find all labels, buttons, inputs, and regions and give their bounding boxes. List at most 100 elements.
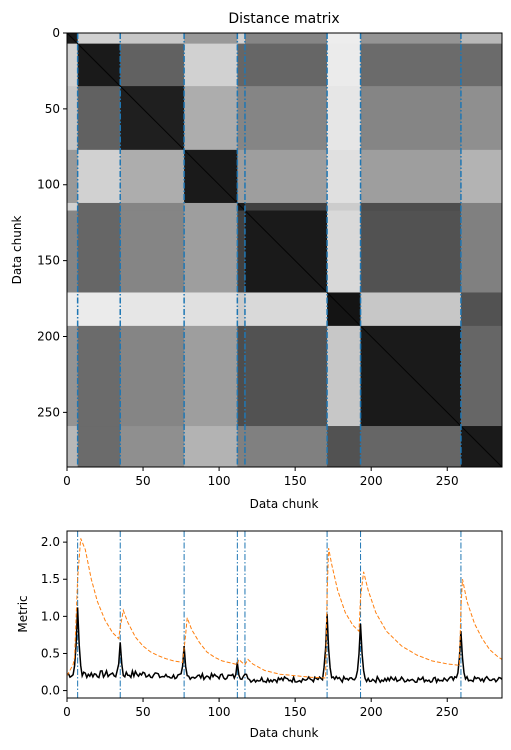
y-tick-label: 50 [45, 102, 60, 116]
heatmap-cell [184, 325, 238, 427]
heatmap-cell [360, 292, 462, 327]
heatmap-x-axis: 0 50 100 150 200 250 [63, 467, 459, 488]
heatmap-cell [67, 43, 79, 87]
y-tick-label: 200 [37, 329, 60, 343]
heatmap-cell [237, 149, 246, 204]
heatmap-cell [237, 43, 246, 87]
heatmap-cell [67, 426, 79, 467]
heatmap-y-label: Data chunk [10, 216, 24, 285]
heatmap-cell [237, 33, 246, 45]
metric-x-axis: 0 50 100 150 200 250 [63, 698, 459, 719]
heatmap-cell [327, 43, 362, 87]
heatmap-cell [120, 43, 185, 87]
heatmap-cell [237, 292, 246, 327]
heatmap-cell [244, 86, 328, 151]
x-tick-label: 0 [63, 705, 71, 719]
heatmap-cell [460, 210, 502, 293]
heatmap-cell [67, 292, 79, 327]
y-tick-label: 0.0 [41, 684, 60, 698]
heatmap-frame [66, 32, 503, 468]
heatmap-cell [184, 33, 238, 45]
y-tick-label: 0 [52, 26, 60, 40]
heatmap-cell [184, 43, 238, 87]
y-tick-label: 150 [37, 254, 60, 268]
heatmap-cell [77, 86, 121, 151]
metric-line [67, 607, 502, 685]
heatmap-cell [77, 210, 121, 293]
heatmap-cell [327, 426, 362, 467]
heatmap-cell [327, 202, 362, 212]
heatmap-cell [244, 43, 328, 87]
heatmap-cell [67, 86, 79, 151]
heatmap-cell [237, 86, 246, 151]
metric-frame [66, 530, 503, 699]
heatmap-cell [77, 33, 121, 45]
metric-series [67, 538, 502, 685]
heatmap-cell [77, 149, 121, 204]
heatmap-cell [67, 202, 79, 212]
heatmap-cell [184, 86, 238, 151]
heatmap-cell [360, 210, 462, 293]
x-tick-label: 200 [360, 474, 383, 488]
heatmap-cell [360, 43, 462, 87]
heatmap-cell [244, 202, 328, 212]
heatmap-cell [327, 210, 362, 293]
x-tick-label: 50 [135, 474, 150, 488]
metric-y-axis: 0.0 0.5 1.0 1.5 2.0 [41, 535, 67, 698]
x-tick-label: 150 [284, 705, 307, 719]
heatmap-cell [120, 325, 185, 427]
heatmap-cell [460, 202, 502, 212]
metric-y-label: Metric [16, 595, 30, 632]
y-tick-label: 1.5 [41, 572, 60, 586]
x-tick-label: 150 [284, 474, 307, 488]
heatmap-cell [120, 426, 185, 467]
heatmap-cell [460, 325, 502, 427]
y-tick-label: 250 [37, 405, 60, 419]
heatmap-cell [184, 426, 238, 467]
heatmap-cell [244, 33, 328, 45]
heatmap-cell [327, 33, 362, 45]
x-tick-label: 50 [135, 705, 150, 719]
heatmap-cell [77, 202, 121, 212]
heatmap-blocks [67, 33, 502, 467]
heatmap-cell [360, 426, 462, 467]
x-tick-label: 100 [208, 705, 231, 719]
heatmap-cell [237, 426, 246, 467]
heatmap-cell [67, 149, 79, 204]
heatmap-x-label: Data chunk [250, 497, 319, 511]
heatmap-cell [244, 149, 328, 204]
heatmap-cell [237, 325, 246, 427]
heatmap-cell [237, 210, 246, 293]
x-tick-label: 200 [360, 705, 383, 719]
heatmap-cell [244, 426, 328, 467]
heatmap-cell [120, 202, 185, 212]
heatmap-cell [120, 292, 185, 327]
y-tick-label: 2.0 [41, 535, 60, 549]
heatmap-cell [77, 325, 121, 427]
heatmap-cell [77, 292, 121, 327]
heatmap-cell [460, 292, 502, 327]
heatmap-cell [327, 149, 362, 204]
x-tick-label: 100 [208, 474, 231, 488]
heatmap-cell [184, 210, 238, 293]
heatmap-cell [360, 33, 462, 45]
change-point-lines-top [76, 33, 462, 467]
heatmap-cell [360, 86, 462, 151]
heatmap-diagonal [66, 32, 503, 468]
x-tick-label: 250 [436, 705, 459, 719]
heatmap-cell [77, 426, 121, 467]
chart-title: Distance matrix [228, 11, 339, 27]
heatmap-cell [184, 202, 238, 212]
x-tick-label: 0 [63, 474, 71, 488]
heatmap-cell [184, 292, 238, 327]
heatmap-cell [460, 86, 502, 151]
threshold-line [67, 538, 502, 679]
heatmap-cell [120, 149, 185, 204]
heatmap-cell [120, 33, 185, 45]
heatmap-cell [244, 292, 328, 327]
heatmap-cell [327, 325, 362, 427]
y-tick-label: 1.0 [41, 609, 60, 623]
heatmap-cell [120, 210, 185, 293]
y-tick-label: 0.5 [41, 646, 60, 660]
